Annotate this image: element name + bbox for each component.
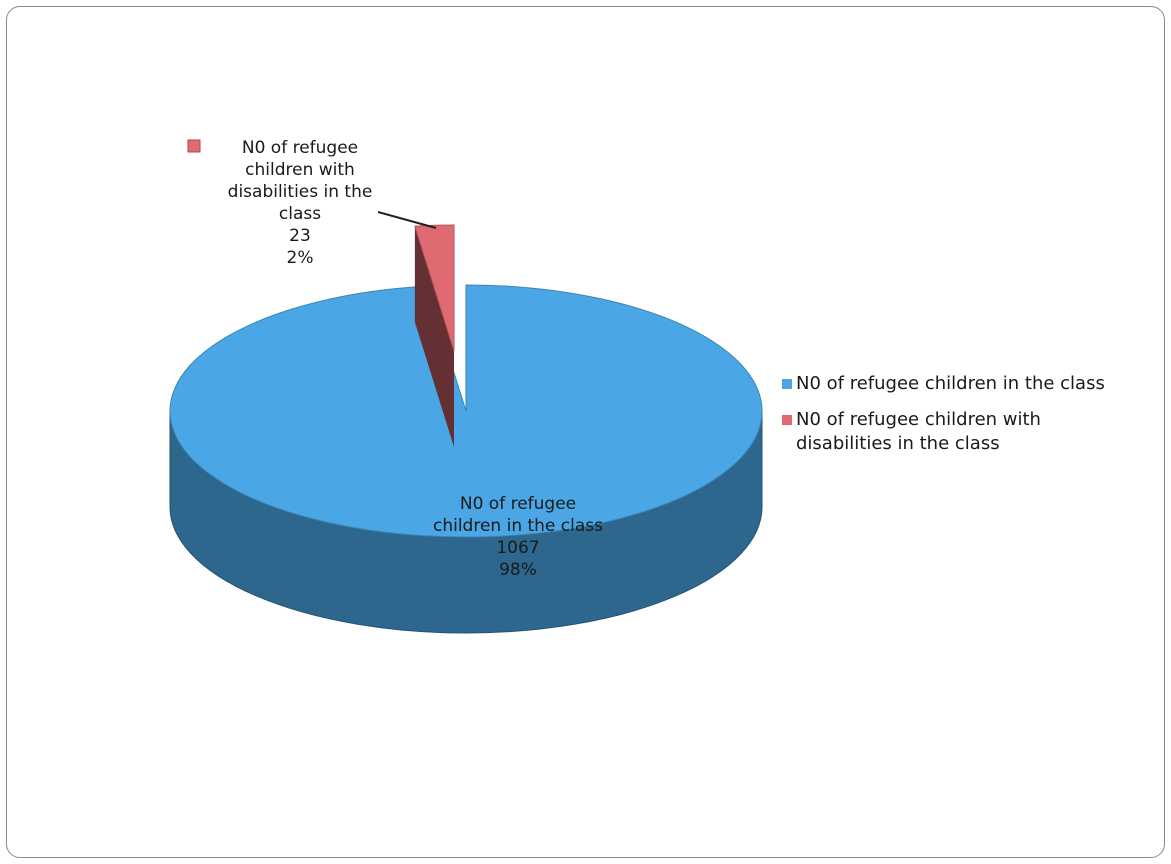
legend-label-children: N0 of refugee children in the class <box>796 373 1105 394</box>
data-label-small-value: 23 <box>289 226 311 246</box>
pie-slice-main <box>169 284 763 538</box>
pie-slice-small <box>414 224 455 352</box>
data-label-small-line-4: class <box>278 204 322 224</box>
data-label-small-line-1: N0 of refugee <box>241 138 359 158</box>
data-label-main-value: 1067 <box>496 538 540 558</box>
data-label-small-line-3: disabilities in the <box>227 182 373 202</box>
legend-label-disabilities: N0 of refugee children with disabilities… <box>796 409 1041 454</box>
data-label-small-percent: 2% <box>286 248 314 268</box>
legend-item-disabilities: N0 of refugee children with disabilities… <box>782 408 1162 456</box>
label-key-icon <box>187 139 201 153</box>
data-label-main-line-1: N0 of refugee <box>459 494 577 514</box>
data-label-main-line-2: children in the class <box>432 516 604 536</box>
legend-swatch-blue <box>782 379 792 389</box>
data-label-small-line-2: children with <box>245 160 355 180</box>
legend: N0 of refugee children in the class N0 o… <box>782 372 1162 468</box>
data-label-main-slice: N0 of refugee children in the class 1067… <box>398 493 638 581</box>
data-label-small-slice: N0 of refugee children with disabilities… <box>200 137 400 269</box>
pie-cut-face-small <box>414 226 454 447</box>
data-label-main-percent: 98% <box>499 560 537 580</box>
legend-item-children: N0 of refugee children in the class <box>782 372 1162 396</box>
leader-line <box>377 211 437 229</box>
legend-swatch-red <box>782 415 792 425</box>
